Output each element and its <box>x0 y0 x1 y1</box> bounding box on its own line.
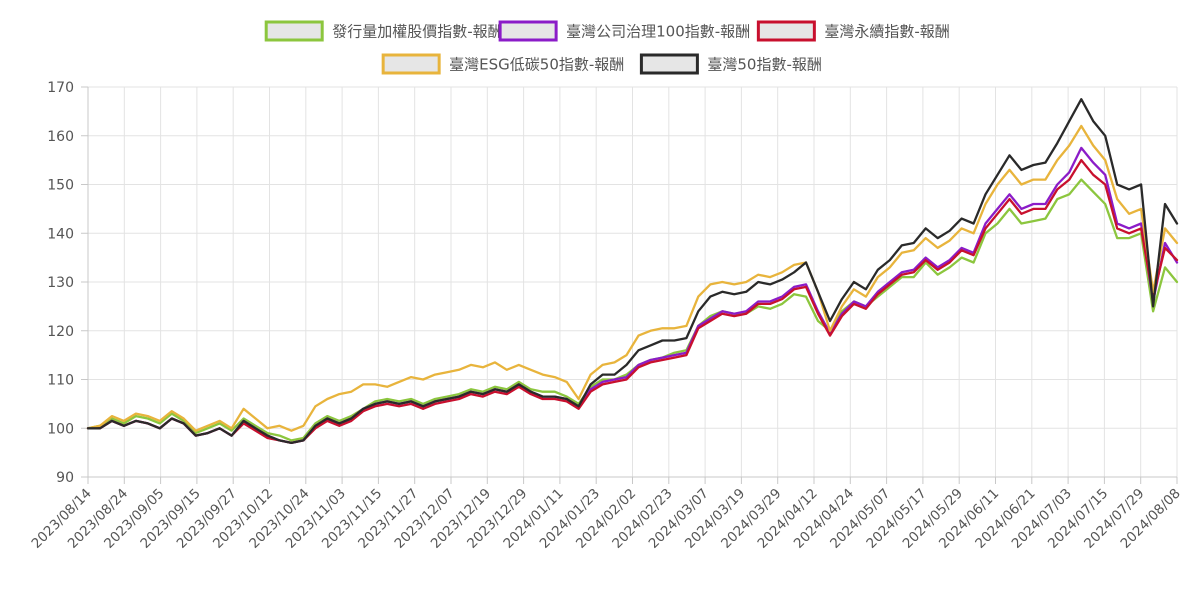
chart-legend[interactable]: 發行量加權股價指數-報酬 臺灣公司治理100指數-報酬 臺灣永續指數-報酬臺灣ESG… <box>264 20 950 75</box>
y-tick-label: 120 <box>47 324 74 340</box>
y-tick-label: 160 <box>47 129 74 145</box>
legend-label: 臺灣公司治理100指數-報酬 <box>566 23 750 41</box>
legend-swatch <box>381 53 441 75</box>
legend-label: 發行量加權股價指數-報酬 <box>332 23 502 41</box>
legend-swatch <box>264 20 324 42</box>
legend-swatch <box>639 53 699 75</box>
y-tick-label: 140 <box>47 226 74 242</box>
series-line-3 <box>86 124 1179 432</box>
x-axis: 2023/08/142023/08/242023/09/052023/09/15… <box>28 476 1184 552</box>
series-line-4 <box>86 98 1179 445</box>
chart-grid <box>87 86 1178 478</box>
y-tick-label: 130 <box>47 275 74 291</box>
y-tick-label: 110 <box>47 373 74 389</box>
legend-item-4[interactable]: 臺灣50指數-報酬 <box>639 53 822 75</box>
y-tick-label: 150 <box>47 178 74 194</box>
y-tick-label: 100 <box>47 421 74 437</box>
chart-series <box>86 98 1179 445</box>
legend-item-0[interactable]: 發行量加權股價指數-報酬 <box>264 20 503 42</box>
legend-label: 臺灣50指數-報酬 <box>707 56 822 74</box>
legend-label: 臺灣ESG低碳50指數-報酬 <box>449 56 624 74</box>
y-axis: 90 100 110 120 130 140 150 160 170 <box>47 80 89 486</box>
legend-item-3[interactable]: 臺灣ESG低碳50指數-報酬 <box>381 53 624 75</box>
legend-swatch <box>498 20 558 42</box>
series-line-2 <box>86 158 1179 445</box>
y-tick-label: 90 <box>56 470 74 486</box>
legend-label: 臺灣永續指數-報酬 <box>824 23 949 41</box>
legend-item-2[interactable]: 臺灣永續指數-報酬 <box>756 20 950 42</box>
legend-swatch <box>756 20 816 42</box>
legend-item-1[interactable]: 臺灣公司治理100指數-報酬 <box>498 20 750 42</box>
y-tick-label: 170 <box>47 80 74 96</box>
